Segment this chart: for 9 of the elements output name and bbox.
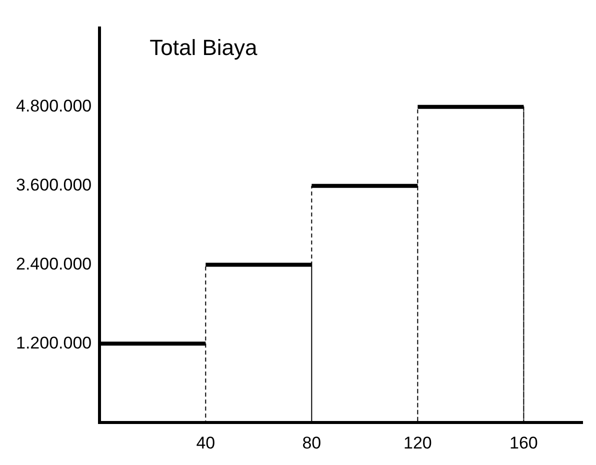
x-tick-label: 80	[302, 433, 322, 452]
x-tick-label: 40	[196, 433, 216, 452]
y-tick-label: 3.600.000	[16, 176, 92, 195]
chart-title: Total Biaya	[150, 35, 258, 60]
y-tick-label: 1.200.000	[16, 333, 92, 352]
x-tick-label: 160	[510, 433, 538, 452]
y-tick-label: 4.800.000	[16, 96, 92, 116]
x-tick-label: 120	[403, 433, 432, 452]
y-tick-label: 2.400.000	[16, 254, 92, 274]
